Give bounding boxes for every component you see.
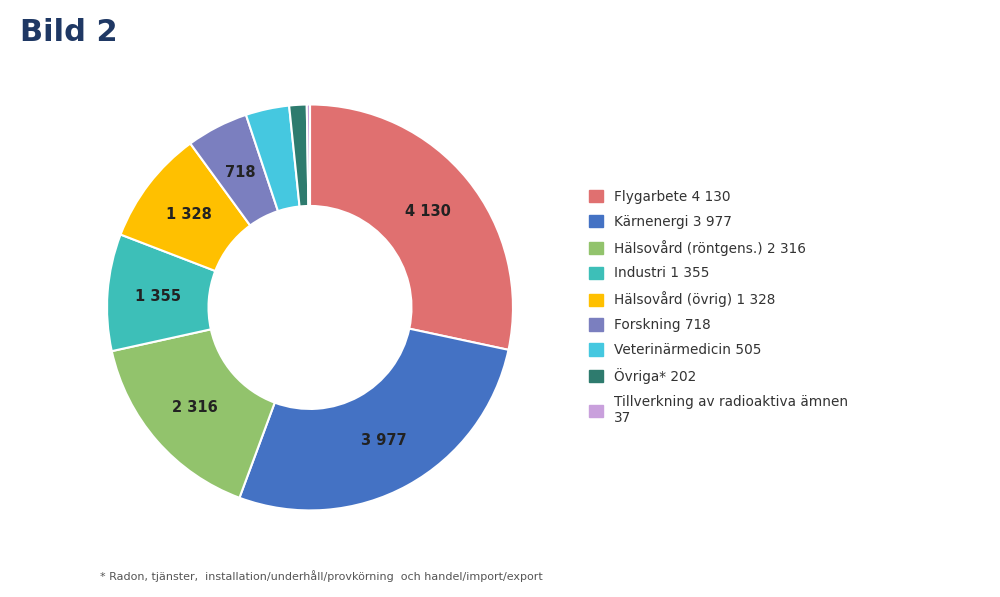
Wedge shape [190,115,278,226]
Text: 1 355: 1 355 [135,288,181,303]
Text: 1 328: 1 328 [166,207,212,222]
Text: 3 977: 3 977 [361,433,406,448]
Text: 4 130: 4 130 [405,204,451,219]
Wedge shape [307,104,310,206]
Wedge shape [289,104,308,207]
Text: 2 316: 2 316 [172,400,218,415]
Wedge shape [310,104,513,350]
Wedge shape [246,106,300,211]
Wedge shape [121,143,250,271]
Wedge shape [107,235,215,351]
Wedge shape [239,329,509,510]
Text: * Radon, tjänster,  installation/underhåll/provkörning  och handel/import/export: * Radon, tjänster, installation/underhål… [100,570,543,582]
Text: 718: 718 [225,165,256,180]
Wedge shape [112,330,275,498]
Legend: Flygarbete 4 130, Kärnenergi 3 977, Hälsovård (röntgens.) 2 316, Industri 1 355,: Flygarbete 4 130, Kärnenergi 3 977, Häls… [589,190,848,425]
Text: Bild 2: Bild 2 [20,18,118,47]
